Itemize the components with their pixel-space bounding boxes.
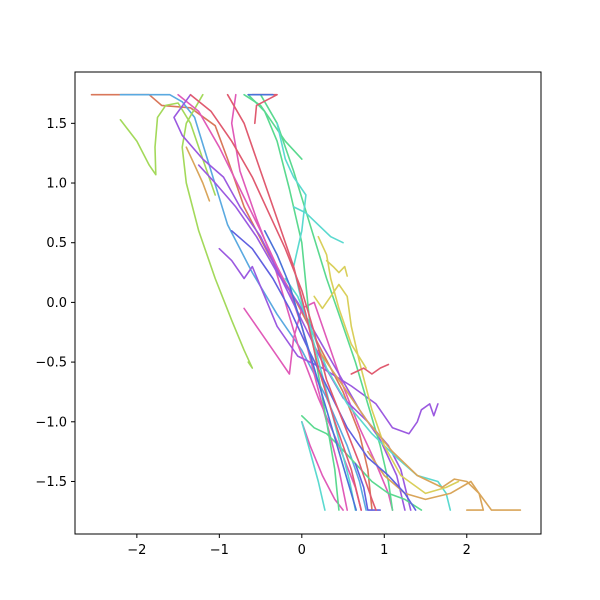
series-layer [90, 93, 522, 511]
y-axis: 1.5 1.0 0.5 0.0 −0.5 −1.0 −1.5 [35, 117, 75, 490]
plot-frame [74, 71, 542, 535]
series-line-22 [325, 259, 349, 277]
series-line-13 [259, 93, 394, 511]
y-tick-label-3: 0.0 [46, 296, 67, 311]
y-tick-label-2: 0.5 [46, 236, 67, 251]
series-line-26 [230, 230, 417, 511]
x-tick-label-2: 0 [298, 543, 306, 558]
y-tick-label-6: −1.5 [35, 475, 67, 490]
series-line-14 [243, 93, 303, 160]
series-line-3 [119, 102, 216, 196]
series-line-31 [226, 93, 363, 511]
series-line-20 [313, 283, 460, 495]
series-line-28 [189, 93, 377, 511]
series-line-30 [350, 363, 390, 375]
series-line-17 [292, 206, 344, 244]
series-line-10 [218, 247, 439, 435]
y-tick-label-0: 1.5 [46, 117, 67, 132]
series-line-12 [247, 93, 340, 511]
x-tick-label-1: −1 [210, 543, 229, 558]
y-tick-label-1: 1.0 [46, 177, 67, 192]
y-tick-label-5: −1.0 [35, 415, 67, 430]
x-tick-label-0: −2 [127, 543, 146, 558]
x-axis: −2 −1 0 1 2 [127, 534, 471, 558]
series-line-2 [119, 93, 367, 511]
series-line-4 [181, 93, 254, 369]
series-line-25 [366, 450, 485, 511]
series-line-33 [263, 230, 358, 511]
series-line-21 [317, 235, 367, 369]
series-line-23 [185, 146, 211, 202]
x-tick-label-3: 1 [380, 543, 388, 558]
series-line-19 [300, 420, 326, 511]
series-line-27 [354, 462, 382, 511]
x-tick-label-4: 2 [463, 543, 471, 558]
y-tick-label-4: −0.5 [35, 356, 67, 371]
series-line-24 [317, 349, 522, 511]
